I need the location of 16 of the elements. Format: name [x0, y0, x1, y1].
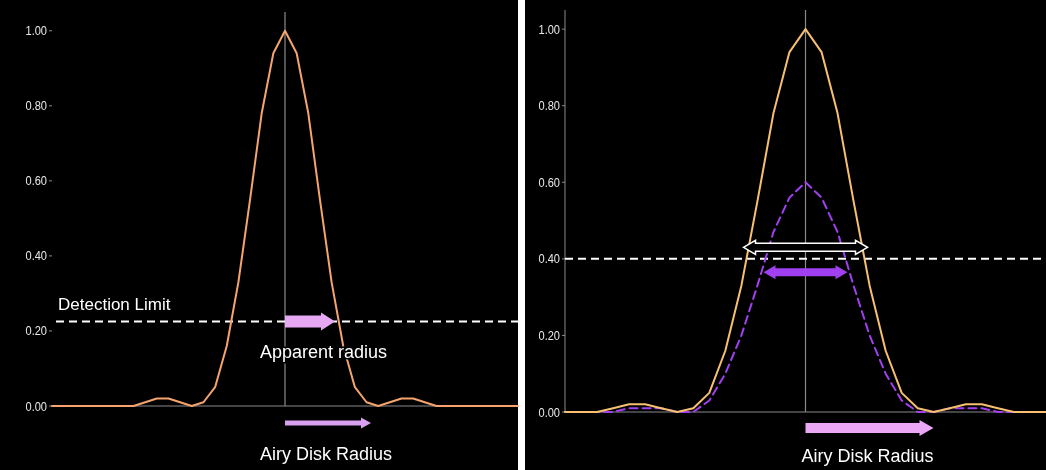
- y-tick-label: 0.00: [538, 404, 561, 420]
- y-tick-label: 0.20: [25, 323, 48, 339]
- y-tick-label: 0.40: [538, 251, 561, 267]
- y-tick-label: 0.40: [25, 248, 48, 264]
- y-tick-label: 0.60: [25, 173, 48, 189]
- y-tick-label: 0.00: [25, 398, 48, 414]
- y-tick-label: 1.00: [25, 23, 48, 39]
- y-tick-label: 0.80: [25, 98, 48, 114]
- text: Airy Disk Radius: [260, 444, 393, 464]
- y-tick-label: 1.00: [538, 21, 561, 37]
- line-series: [51, 29, 519, 407]
- text: Airy Disk Radius: [801, 446, 934, 466]
- y-tick-label: 0.60: [538, 174, 561, 191]
- y-tick-label: 0.80: [538, 98, 561, 114]
- y-tick-label: 0.20: [538, 328, 561, 344]
- ref-line-label: Detection Limit: [58, 294, 171, 314]
